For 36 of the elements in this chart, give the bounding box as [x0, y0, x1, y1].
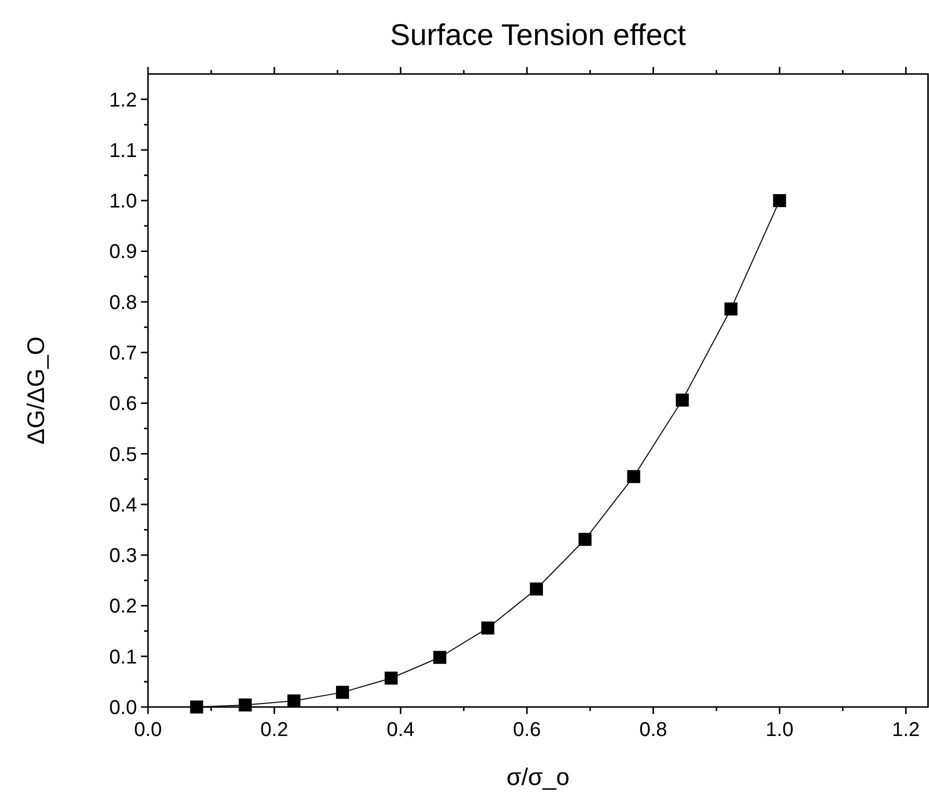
- y-tick-label: 0.3: [109, 545, 137, 568]
- y-tick-label: 0.0: [109, 697, 137, 719]
- point: [190, 700, 204, 714]
- point: [578, 532, 592, 546]
- x-tick-label: 0.2: [260, 719, 288, 741]
- point: [238, 698, 252, 712]
- y-tick-label: 1.0: [109, 190, 137, 213]
- x-tick-label: 0.8: [639, 719, 668, 741]
- point: [336, 686, 350, 699]
- point: [773, 194, 786, 208]
- x-tick-label: 0.6: [513, 719, 541, 741]
- y-tick-label: 1.2: [109, 89, 137, 112]
- point: [481, 622, 494, 634]
- y-axis-title: ΔG/ΔG_O: [23, 336, 50, 445]
- x-tick-label: 1.0: [766, 719, 794, 741]
- point: [724, 302, 738, 316]
- y-tick-label: 0.2: [109, 596, 137, 618]
- point: [433, 650, 446, 664]
- point: [530, 582, 543, 596]
- x-tick-label: 1.2: [892, 719, 920, 741]
- x-tick-label: 0.4: [386, 719, 415, 741]
- y-tick-label: 0.1: [109, 646, 137, 668]
- point: [384, 672, 398, 685]
- y-tick-label: 0.7: [109, 342, 137, 365]
- point: [676, 394, 689, 407]
- point: [287, 694, 300, 708]
- point: [627, 470, 640, 484]
- y-tick-label: 0.8: [109, 292, 137, 314]
- y-tick-label: 0.9: [109, 241, 137, 264]
- y-tick-label: 0.4: [109, 494, 137, 516]
- x-tick-label: 0.0: [134, 719, 162, 741]
- y-tick-label: 0.6: [109, 393, 137, 416]
- y-tick-label: 0.5: [109, 444, 137, 466]
- y-tick-label: 1.1: [109, 140, 137, 162]
- chart-title: Surface Tension effect: [390, 19, 687, 52]
- x-axis-title: σ/σ_o: [506, 764, 570, 791]
